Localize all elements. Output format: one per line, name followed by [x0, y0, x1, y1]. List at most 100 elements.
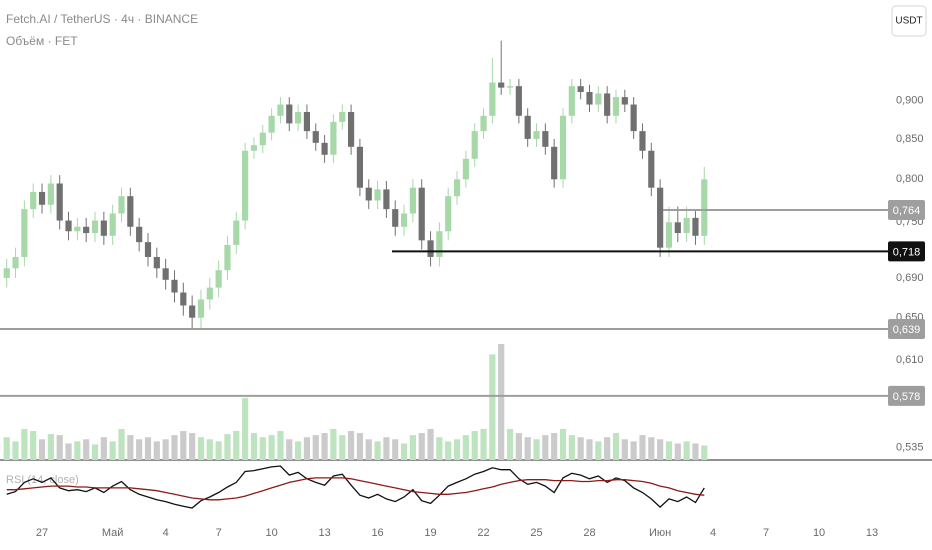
volume-bar: [621, 439, 628, 460]
candle-body: [224, 244, 231, 271]
candle-body: [489, 82, 496, 116]
volume-bar: [480, 428, 487, 460]
volume-bar: [286, 439, 293, 460]
x-tick-label: Июн: [649, 527, 671, 539]
candle-body: [577, 86, 584, 92]
candle-body: [74, 226, 81, 232]
candle-body: [339, 112, 346, 122]
volume-bar: [533, 439, 540, 460]
volume-bar: [462, 435, 469, 460]
volume-label: Объём · FET: [6, 34, 78, 48]
rsi-line: [6, 465, 705, 509]
volume-bar: [595, 441, 602, 460]
volume-bar: [47, 434, 54, 460]
volume-bar: [347, 431, 355, 460]
candle-body: [621, 97, 628, 105]
candle-body: [365, 187, 372, 201]
volume-bar: [471, 431, 478, 460]
volume-bar: [445, 441, 452, 460]
candle-body: [648, 150, 655, 188]
level-badge: [888, 385, 925, 406]
volume-bar: [542, 435, 549, 460]
candle-body: [506, 86, 514, 88]
candle-body: [586, 91, 593, 105]
volume-bar: [692, 443, 699, 460]
candle-body: [356, 146, 364, 188]
candle-body: [136, 226, 143, 243]
volume-bar: [506, 428, 514, 460]
volume-bar: [383, 437, 390, 460]
candle-body: [259, 132, 266, 146]
volume-bar: [657, 439, 664, 460]
candle-body: [639, 131, 646, 151]
volume-bar: [189, 433, 196, 460]
x-tick-label: 27: [36, 527, 48, 539]
candle-body: [630, 104, 637, 132]
rsi-label: RSI (14, close): [6, 474, 79, 486]
volume-bar: [30, 431, 37, 460]
volume-bar: [56, 435, 63, 460]
level-label: 0,578: [893, 391, 921, 403]
candle-body: [295, 112, 302, 124]
candle-body: [471, 131, 478, 159]
x-tick-label: 7: [763, 527, 769, 539]
candle-body: [665, 222, 673, 248]
x-tick-label: 10: [813, 527, 825, 539]
candle-body: [56, 183, 63, 221]
candle-body: [233, 220, 240, 245]
candle-body: [453, 179, 461, 197]
candle-body: [30, 191, 37, 210]
x-tick-label: 4: [710, 527, 716, 539]
volume-bar: [250, 433, 258, 460]
x-tick-label: 25: [530, 527, 542, 539]
candle-body: [595, 93, 602, 105]
candle-body: [445, 196, 452, 232]
candle-body: [303, 112, 311, 132]
x-tick-label: 10: [265, 527, 277, 539]
candle-body: [180, 292, 187, 306]
candle-body: [206, 287, 213, 300]
candle-body: [277, 104, 284, 116]
candle-body: [701, 179, 708, 236]
candle-body: [657, 187, 664, 248]
candle-body: [65, 220, 72, 232]
volume-bar: [453, 439, 461, 460]
volume-bar: [277, 431, 284, 460]
candle-body: [409, 187, 416, 214]
volume-bar: [577, 437, 584, 460]
y-tick-label: 0,610: [896, 354, 924, 366]
x-tick-label: Май: [102, 527, 124, 539]
volume-bar: [65, 443, 72, 460]
level-badge: [888, 241, 925, 262]
candle-body: [162, 268, 169, 280]
candle-body: [268, 115, 275, 133]
volume-bar: [233, 431, 240, 460]
candle-body: [533, 131, 540, 139]
volume-bar: [586, 439, 593, 460]
volume-bar: [206, 439, 213, 460]
currency-button[interactable]: [891, 5, 927, 37]
volume-bar: [180, 431, 187, 460]
volume-bar: [489, 354, 496, 460]
volume-bar: [356, 433, 364, 460]
volume-bar: [524, 437, 531, 460]
level-label: 0,639: [893, 324, 921, 336]
currency-label[interactable]: USDT: [895, 16, 922, 27]
volume-bar: [551, 433, 558, 460]
volume-bar: [365, 439, 372, 460]
candle-body: [674, 222, 681, 234]
y-tick-label: 0,900: [896, 95, 924, 107]
volume-bar: [12, 441, 19, 460]
candle-body: [38, 191, 46, 205]
level-label: 0,718: [893, 246, 921, 258]
candle-body: [197, 299, 205, 318]
candle-body: [604, 93, 611, 116]
candle-body: [12, 256, 19, 269]
candle-body: [427, 240, 434, 257]
volume-bar: [630, 441, 637, 460]
x-tick-label: 16: [371, 527, 383, 539]
candle-body: [215, 270, 222, 288]
candle-body: [568, 86, 575, 116]
